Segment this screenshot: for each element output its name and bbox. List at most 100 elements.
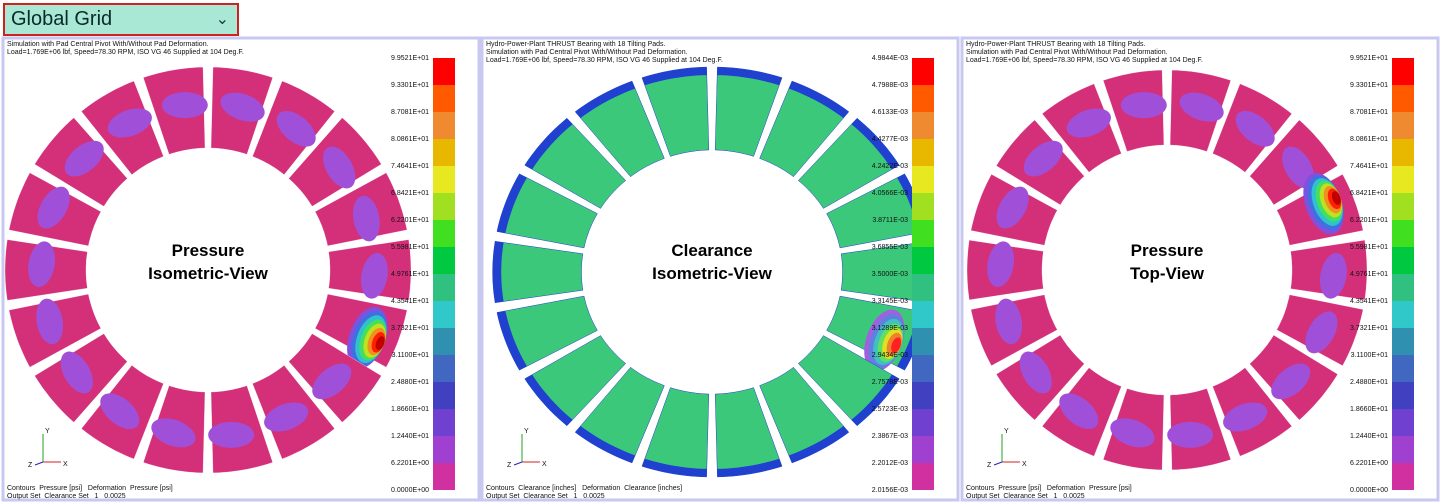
legend-label: 9.9521E+01 <box>391 55 429 62</box>
footer-line: Output Set Clearance Set 1 0.0025 <box>486 493 605 500</box>
legend-label: 3.1100E+01 <box>392 352 430 359</box>
colorbar-segment <box>1392 436 1414 463</box>
colorbar-segment <box>912 220 934 247</box>
header-line: Simulation with Pad Central Pivot With/W… <box>486 49 688 56</box>
legend-label: 3.6855E-03 <box>872 244 908 251</box>
colorbar-segment <box>433 166 455 193</box>
colorbar-segment <box>433 220 455 247</box>
legend-label: 4.0566E-03 <box>872 190 908 197</box>
colorbar-segment <box>912 463 934 490</box>
legend-label: 0.0000E+00 <box>391 487 429 494</box>
legend-label: 2.2012E-03 <box>872 460 908 467</box>
legend-label: 4.7988E-03 <box>872 82 908 89</box>
page: {"dropdown": {"label": "Global Grid"}, "… <box>0 0 1445 502</box>
colorbar-segment <box>1392 166 1414 193</box>
view-title: Clearance <box>671 241 752 260</box>
triad-label: X <box>542 461 547 468</box>
colorbar-segment <box>433 85 455 112</box>
header-line: Load=1.769E+06 lbf, Speed=78.30 RPM, ISO… <box>7 49 244 56</box>
colorbar-segment <box>912 193 934 220</box>
legend-label: 7.4641E+01 <box>391 163 429 170</box>
colorbar-segment <box>912 274 934 301</box>
triad-label: Y <box>1004 428 1009 435</box>
colorbar-segment <box>1392 193 1414 220</box>
view-title: Isometric-View <box>652 264 772 283</box>
legend-label: 8.0861E+01 <box>391 136 429 143</box>
triad-label: X <box>1022 461 1027 468</box>
legend-label: 5.5981E+01 <box>1350 244 1388 251</box>
colorbar-segment <box>1392 220 1414 247</box>
view-title: Pressure <box>1131 241 1204 260</box>
legend-label: 1.8660E+01 <box>1350 406 1388 413</box>
view-title: Pressure <box>172 241 245 260</box>
colorbar-segment <box>1392 247 1414 274</box>
legend-label: 4.9761E+01 <box>391 271 429 278</box>
legend-label: 4.6133E-03 <box>872 109 908 116</box>
colorbar-segment <box>1392 274 1414 301</box>
result-panel: Hydro-Power-Plant THRUST Bearing with 18… <box>962 38 1438 500</box>
result-panel: Hydro-Power-Plant THRUST Bearing with 18… <box>482 38 958 500</box>
legend-label: 6.2201E+00 <box>1350 460 1388 467</box>
colorbar-segment <box>1392 355 1414 382</box>
colorbar-segment <box>433 301 455 328</box>
legend-label: 2.9434E-03 <box>872 352 908 359</box>
legend-label: 1.2440E+01 <box>391 433 429 440</box>
colorbar-segment <box>912 328 934 355</box>
colorbar-segment <box>433 355 455 382</box>
legend-label: 4.2422E-03 <box>872 163 908 170</box>
colorbar-segment <box>433 247 455 274</box>
legend-label: 8.7081E+01 <box>1350 109 1388 116</box>
colorbar-segment <box>433 274 455 301</box>
colorbar-segment <box>912 382 934 409</box>
colorbar-segment <box>1392 463 1414 490</box>
legend-label: 8.0861E+01 <box>1350 136 1388 143</box>
colorbar-segment <box>1392 58 1414 85</box>
colorbar-segment <box>912 355 934 382</box>
legend-label: 3.1100E+01 <box>1351 352 1389 359</box>
legend-label: 6.2201E+00 <box>391 460 429 467</box>
colorbar-segment <box>1392 409 1414 436</box>
result-panel: Simulation with Pad Central Pivot With/W… <box>3 38 479 500</box>
legend-label: 4.3541E+01 <box>391 298 429 305</box>
view-dropdown[interactable]: Global Grid⌄ <box>3 3 239 36</box>
pressure-zone <box>162 92 208 118</box>
legend-label: 3.5000E-03 <box>872 271 908 278</box>
colorbar-segment <box>433 409 455 436</box>
colorbar-segment <box>1392 139 1414 166</box>
triad-label: Y <box>524 428 529 435</box>
legend-label: 2.4880E+01 <box>391 379 429 386</box>
footer-line: Output Set Clearance Set 1 0.0025 <box>966 493 1085 500</box>
footer-line: Contours Pressure [psi] Deformation Pres… <box>966 485 1132 492</box>
colorbar-segment <box>1392 328 1414 355</box>
pressure-zone <box>1121 92 1167 118</box>
legend-label: 9.3301E+01 <box>391 82 429 89</box>
legend-label: 1.2440E+01 <box>1350 433 1388 440</box>
colorbar-segment <box>912 139 934 166</box>
colorbar-segment <box>1392 301 1414 328</box>
viewport: Simulation with Pad Central Pivot With/W… <box>0 0 1445 502</box>
header-line: Hydro-Power-Plant THRUST Bearing with 18… <box>486 41 666 48</box>
triad-label: X <box>63 461 68 468</box>
triad-label: Z <box>987 462 992 469</box>
view-title: Isometric-View <box>148 264 268 283</box>
legend-label: 4.9844E-03 <box>872 55 908 62</box>
colorbar-segment <box>433 463 455 490</box>
colorbar-segment <box>912 85 934 112</box>
legend-label: 2.0156E-03 <box>872 487 908 494</box>
triad-label: Z <box>28 462 33 469</box>
pressure-zone <box>208 422 254 448</box>
dropdown-caret: ⌄ <box>216 5 229 34</box>
footer-line: Output Set Clearance Set 1 0.0025 <box>7 493 126 500</box>
legend-label: 2.7578E-03 <box>872 379 908 386</box>
legend-label: 6.8421E+01 <box>391 190 429 197</box>
colorbar-segment <box>1392 382 1414 409</box>
colorbar-segment <box>912 436 934 463</box>
legend-label: 4.3541E+01 <box>1350 298 1388 305</box>
pressure-zone <box>1167 422 1213 448</box>
view-title: Top-View <box>1130 264 1205 283</box>
colorbar-segment <box>433 193 455 220</box>
header-line: Load=1.769E+06 lbf, Speed=78.30 RPM, ISO… <box>486 57 723 64</box>
legend-label: 8.7081E+01 <box>391 109 429 116</box>
header-line: Simulation with Pad Central Pivot With/W… <box>7 41 209 48</box>
colorbar-segment <box>433 328 455 355</box>
